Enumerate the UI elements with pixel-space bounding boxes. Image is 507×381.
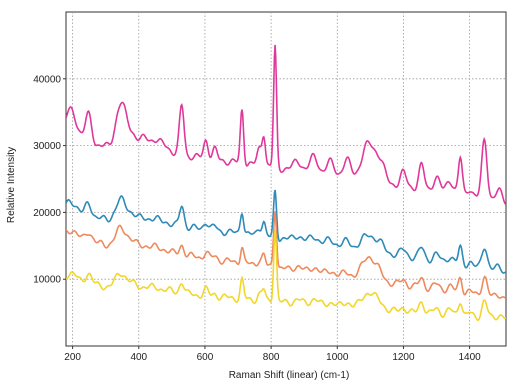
plot-frame (65, 11, 507, 347)
x-tick-label: 600 (197, 352, 214, 363)
x-axis-title: Raman Shift (linear) (cm-1) (229, 370, 350, 381)
y-axis-title: Relative Intensity (6, 147, 17, 223)
y-tick-label: 40000 (33, 74, 61, 85)
y-tick-label: 10000 (33, 275, 61, 286)
plot-area (65, 11, 507, 347)
x-tick-label: 1000 (326, 352, 349, 363)
spectrum-line-1 (66, 44, 506, 205)
x-tick-label: 200 (64, 352, 81, 363)
series-group (66, 44, 506, 322)
y-tick-label: 20000 (33, 208, 61, 219)
x-tick-label: 400 (130, 352, 147, 363)
y-axis: 10000 20000 30000 40000 (33, 74, 66, 286)
x-tick-label: 1200 (392, 352, 415, 363)
spectrum-line-3 (66, 211, 506, 300)
spectrum-line-4 (66, 230, 506, 322)
x-tick-label: 800 (263, 352, 280, 363)
spectrum-line-2 (66, 189, 506, 274)
y-tick-label: 30000 (33, 141, 61, 152)
x-axis: 200 400 600 800 1000 1200 1400 (64, 346, 481, 363)
x-tick-label: 1400 (458, 352, 481, 363)
